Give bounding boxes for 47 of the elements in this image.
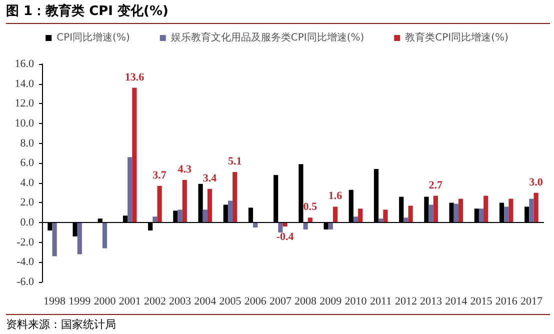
x-tick-label: 2006 <box>244 296 267 308</box>
x-tick-label: 2009 <box>320 296 342 308</box>
y-tick-label: 2.0 <box>20 196 34 209</box>
x-tick-label: 1999 <box>68 296 92 308</box>
data-label: 13.6 <box>124 71 145 84</box>
data-label: 4.3 <box>178 163 192 176</box>
x-tick-label: 2004 <box>194 296 217 308</box>
x-tick-label: 2014 <box>445 296 468 308</box>
y-tick-label: 14.0 <box>14 78 34 90</box>
x-tick-label: 2001 <box>118 296 141 308</box>
x-tick-label: 2007 <box>269 296 292 308</box>
x-tick-label: 2002 <box>144 296 166 308</box>
x-tick-label: 2016 <box>495 296 518 308</box>
y-tick-label: -4.0 <box>16 256 34 268</box>
x-tick-label: 2013 <box>420 296 443 308</box>
legend-label: CPI同比增速(%) <box>56 32 130 44</box>
x-tick-label: 2010 <box>344 296 368 308</box>
x-tick-label: 2017 <box>520 296 543 308</box>
data-label: 2.7 <box>428 179 444 192</box>
data-label: 0.5 <box>303 201 318 214</box>
x-tick-label: 2015 <box>470 296 493 308</box>
x-tick-label: 2000 <box>94 296 116 308</box>
chart-title: 图 1：教育类 CPI 变化(%) <box>6 2 550 24</box>
y-tick-label: 10.0 <box>14 117 34 130</box>
data-label: 3.4 <box>202 172 218 184</box>
y-tick-label: 6.0 <box>20 157 34 170</box>
data-label: 3.0 <box>529 176 544 188</box>
x-tick-label: 2011 <box>370 296 392 308</box>
y-tick-label: 8.0 <box>20 137 34 150</box>
legend-label: 娱乐教育文化用品及服务类CPI同比增速(%) <box>170 32 364 44</box>
y-tick-label: 0.0 <box>20 216 34 229</box>
x-tick-label: 2003 <box>169 296 192 308</box>
y-tick-label: -2.0 <box>16 236 34 248</box>
x-tick-label: 1998 <box>44 296 66 308</box>
x-tick-label: 2008 <box>294 296 318 308</box>
x-tick-label: 2012 <box>394 296 417 308</box>
data-label: 1.6 <box>328 190 343 202</box>
data-label: -0.4 <box>276 231 294 244</box>
y-tick-label: 16.0 <box>14 58 34 70</box>
y-tick-label: 12.0 <box>14 98 34 110</box>
y-tick-label: 4.0 <box>20 176 34 189</box>
data-label: 5.1 <box>228 156 242 168</box>
data-label: 3.7 <box>152 169 167 182</box>
text: 资料来源：国家统计局 <box>6 314 550 332</box>
y-tick-label: -6.0 <box>16 276 34 288</box>
legend-label: 教育类CPI同比增速(%) <box>405 32 508 44</box>
x-tick-label: 2005 <box>219 296 242 308</box>
